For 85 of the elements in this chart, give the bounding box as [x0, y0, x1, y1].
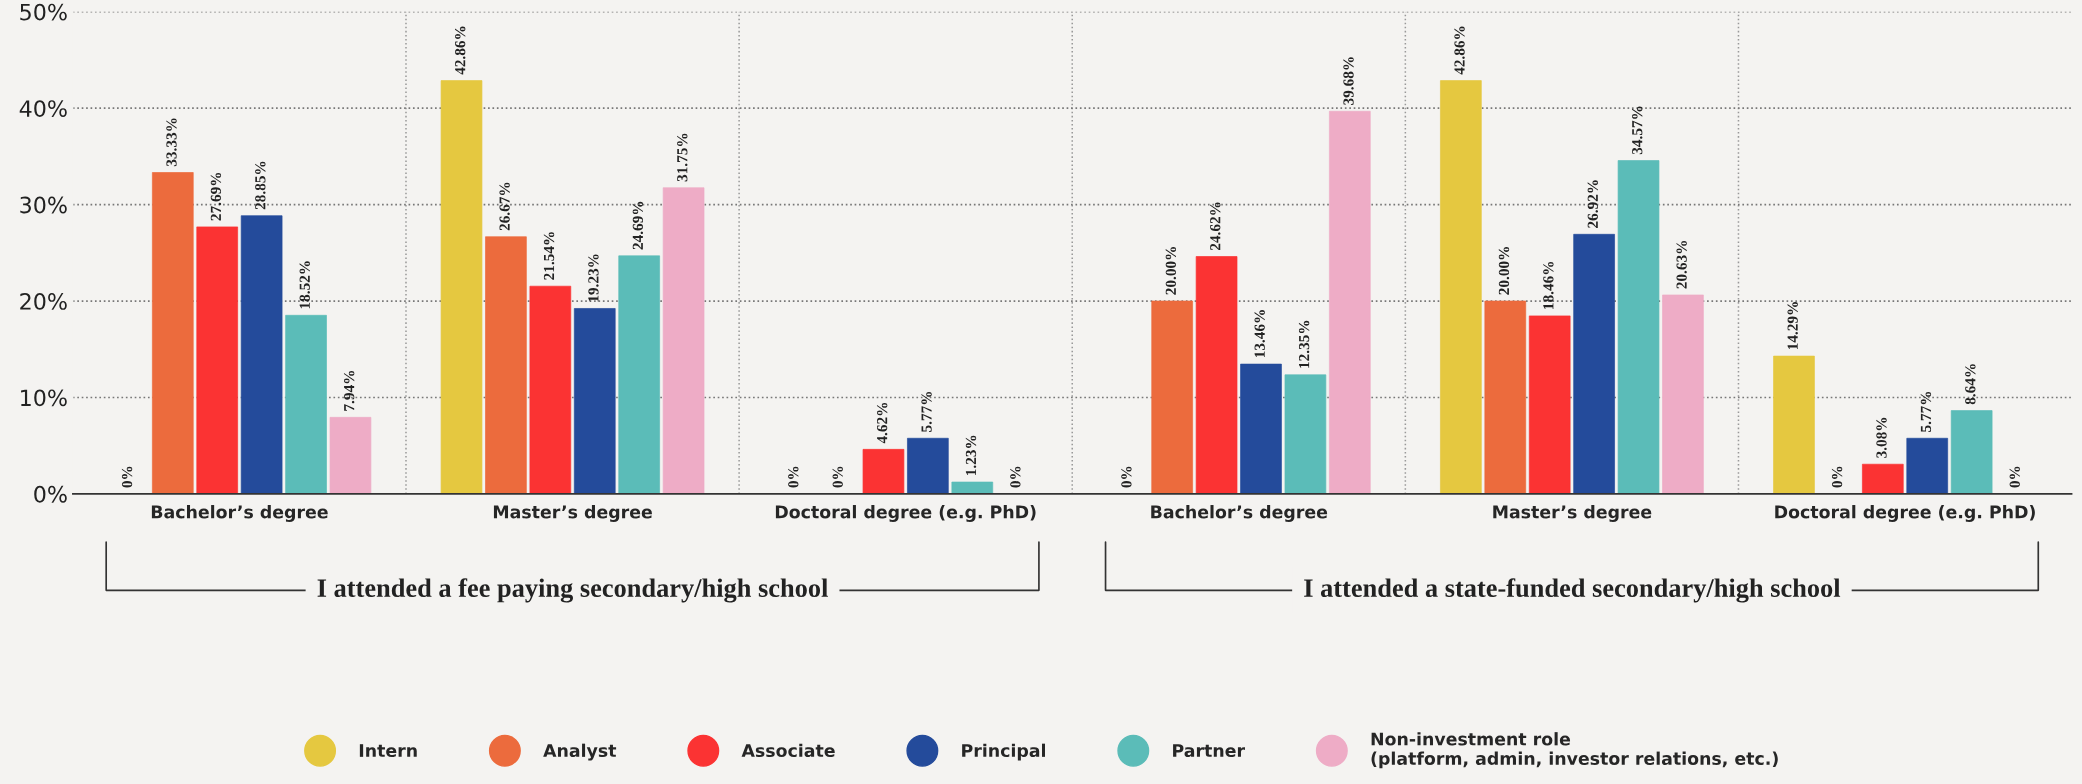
x-tick-label: Doctoral degree (e.g. PhD): [775, 505, 1036, 522]
data-label: 20.00%: [1498, 247, 1510, 295]
bar: [1440, 80, 1482, 494]
data-label: 18.46%: [1543, 261, 1554, 309]
data-label: 42.86%: [455, 26, 466, 75]
data-label: 7.94%: [343, 370, 355, 411]
data-label: 14.29%: [1787, 302, 1798, 350]
bar: [1528, 315, 1571, 494]
bar: [1573, 233, 1615, 494]
x-tick-label: Bachelor’s degree: [1151, 505, 1328, 522]
data-label: 42.86%: [1454, 26, 1465, 75]
legend-label: Partner: [1173, 744, 1245, 758]
bar: [662, 187, 705, 494]
bar: [618, 255, 660, 494]
legend-label: Non-investment role (platform, admin, investor relations, etc.): [1371, 732, 1778, 769]
legend-label: Principal: [962, 743, 1046, 761]
data-label: 33.33%: [166, 118, 177, 167]
x-tick-label: Master’s degree: [493, 505, 652, 522]
data-label: 1.23%: [965, 435, 977, 476]
data-label: 39.68%: [1343, 57, 1354, 105]
bar: [196, 226, 238, 494]
data-label: 8.64%: [1965, 364, 1976, 405]
data-label: 31.75%: [677, 133, 688, 182]
legend-label: Associate: [741, 743, 835, 758]
bar: [907, 437, 949, 494]
legend-label: Analyst: [543, 743, 617, 761]
data-label: 19.23%: [588, 254, 599, 302]
data-label: 27.69%: [210, 172, 222, 221]
x-tick-label: Bachelor’s degree: [151, 505, 328, 522]
bar: [1284, 374, 1327, 494]
bar: [1773, 355, 1815, 494]
data-label: 20.63%: [1676, 240, 1687, 289]
data-label: 5.77%: [1920, 391, 1932, 432]
x-tick-label: Doctoral degree (e.g. PhD): [1775, 505, 2035, 522]
data-label: 0%: [121, 466, 133, 488]
bar: [1862, 463, 1904, 494]
data-label: 28.85%: [255, 161, 266, 210]
bar: [285, 314, 327, 494]
data-label: 0%: [1010, 466, 1021, 488]
bar: [1195, 256, 1238, 494]
data-label: 20.00%: [1165, 247, 1177, 295]
data-label: 0%: [2009, 466, 2020, 488]
bar: [1484, 300, 1527, 494]
y-tick-label: 10%: [21, 389, 67, 407]
y-tick-label: 20%: [20, 293, 67, 310]
bar: [573, 308, 616, 494]
data-label: 0%: [1831, 466, 1843, 488]
data-label: 0%: [788, 466, 799, 488]
data-label: 4.62%: [876, 403, 888, 444]
y-tick-label: 0%: [34, 485, 67, 503]
data-label: 0%: [832, 466, 843, 488]
y-tick-label: 30%: [20, 196, 67, 214]
data-label: 24.69%: [632, 201, 644, 250]
bar: [1329, 110, 1371, 494]
data-label: 24.62%: [1210, 202, 1221, 251]
bar: [485, 236, 527, 494]
bar: [1662, 294, 1704, 494]
bar: [1950, 410, 1993, 494]
data-label: 26.92%: [1587, 180, 1599, 228]
data-label: 12.35%: [1298, 320, 1310, 368]
bar: [1906, 437, 1949, 494]
x-tick-label: Master’s degree: [1493, 505, 1652, 522]
bar: [862, 449, 905, 494]
bar: [329, 417, 372, 494]
text: I attended a fee paying secondary/high school: [317, 578, 828, 603]
data-label: 21.54%: [543, 232, 555, 280]
data-label: 13.46%: [1254, 310, 1265, 358]
bar: [152, 172, 194, 494]
y-tick-label: 40%: [19, 100, 67, 117]
bar: [240, 215, 283, 494]
data-label: 26.67%: [499, 182, 510, 231]
bar: [529, 285, 572, 494]
y-tick-label: 50%: [20, 3, 67, 21]
data-label: 18.52%: [299, 261, 310, 309]
data-label: 5.77%: [921, 391, 932, 432]
data-label: 34.57%: [1632, 106, 1643, 155]
legend-label: Intern: [359, 744, 417, 758]
data-label: 0%: [1121, 466, 1132, 488]
bar: [1240, 363, 1282, 494]
text: I attended a state-funded secondary/high school: [1304, 578, 1841, 603]
bar: [1151, 300, 1193, 494]
bar: [1617, 160, 1660, 494]
bar: [951, 481, 994, 494]
data-label: 3.08%: [1876, 417, 1887, 458]
bar: [440, 80, 483, 494]
